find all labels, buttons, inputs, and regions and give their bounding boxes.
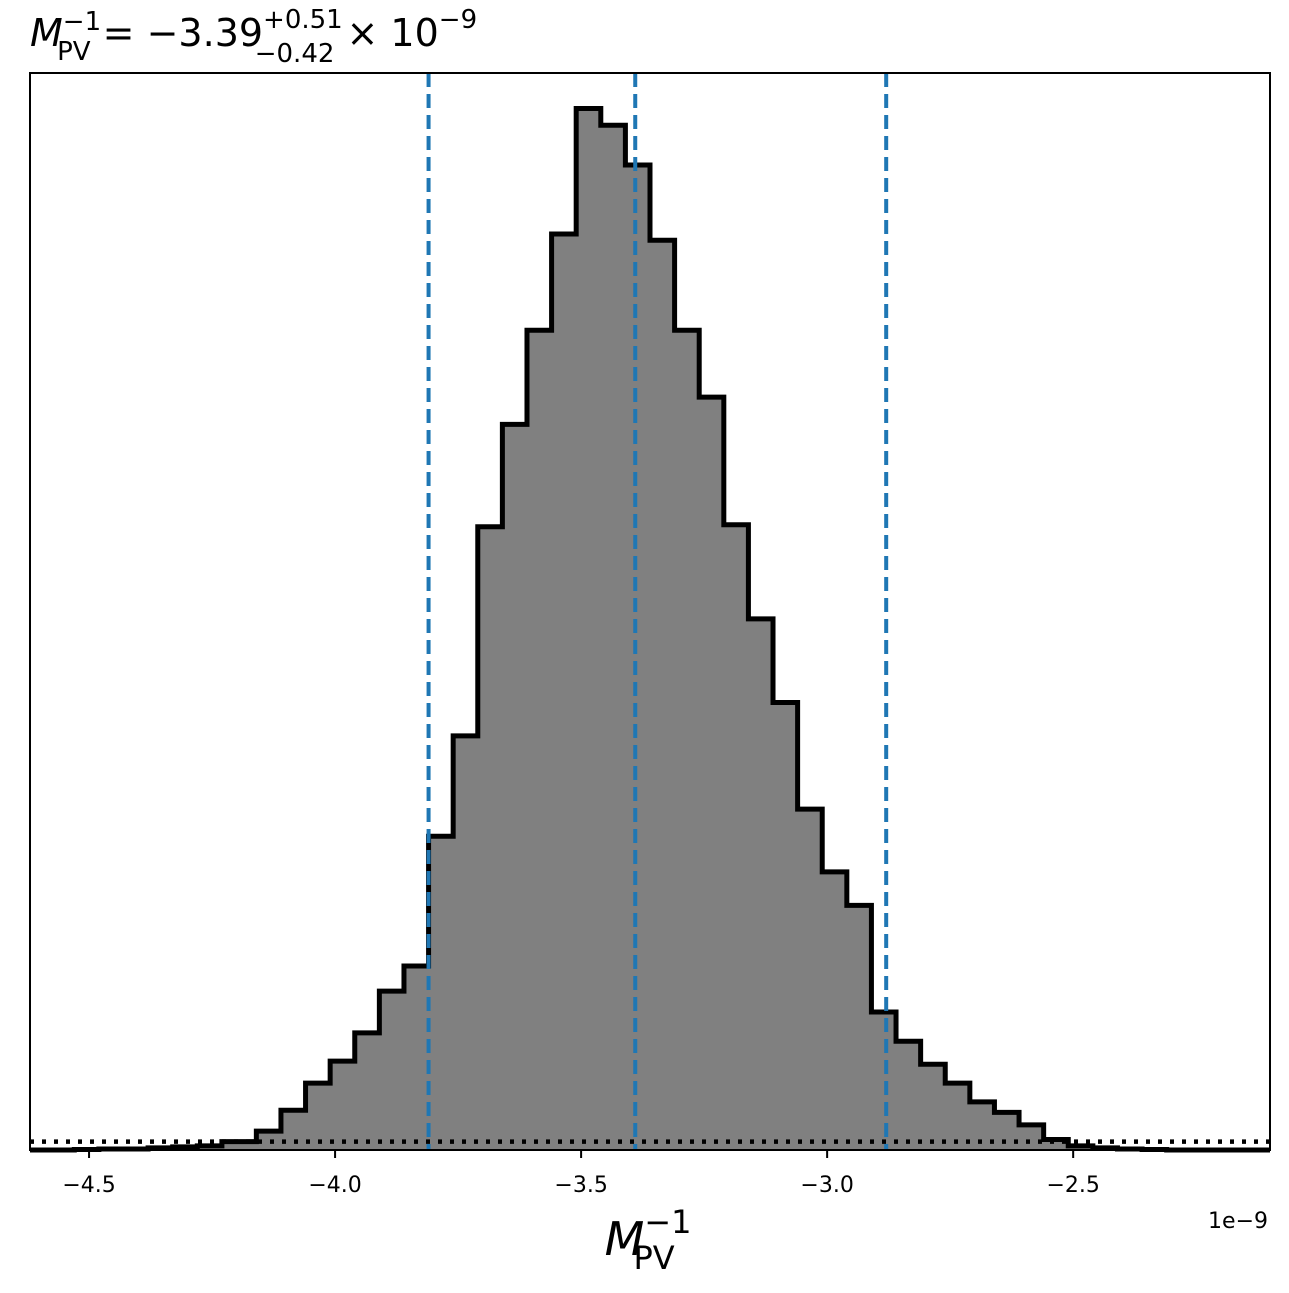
- histogram-fill: [30, 108, 1192, 1150]
- x-tick-label: −3.0: [800, 1173, 853, 1198]
- plot-area: [29, 72, 1271, 1153]
- x-tick-label: −4.5: [62, 1173, 115, 1198]
- x-tick-label: −3.5: [554, 1173, 607, 1198]
- plot-frame: [29, 72, 1271, 1151]
- chart-title: M−1 PV = −3.39+0.51 −0.42 × 10−9: [30, 5, 477, 69]
- x-axis-ticks: −4.5 −4.0 −3.5 −3.0 −2.5: [62, 1150, 1100, 1198]
- histogram-outline: [30, 106, 1270, 1153]
- x-axis-label: M−1 PV: [605, 1203, 692, 1277]
- x-tick-label: −2.5: [1046, 1173, 1099, 1198]
- x-axis-offset-label: 1e−9: [1208, 1209, 1268, 1234]
- x-tick-label: −4.0: [308, 1173, 361, 1198]
